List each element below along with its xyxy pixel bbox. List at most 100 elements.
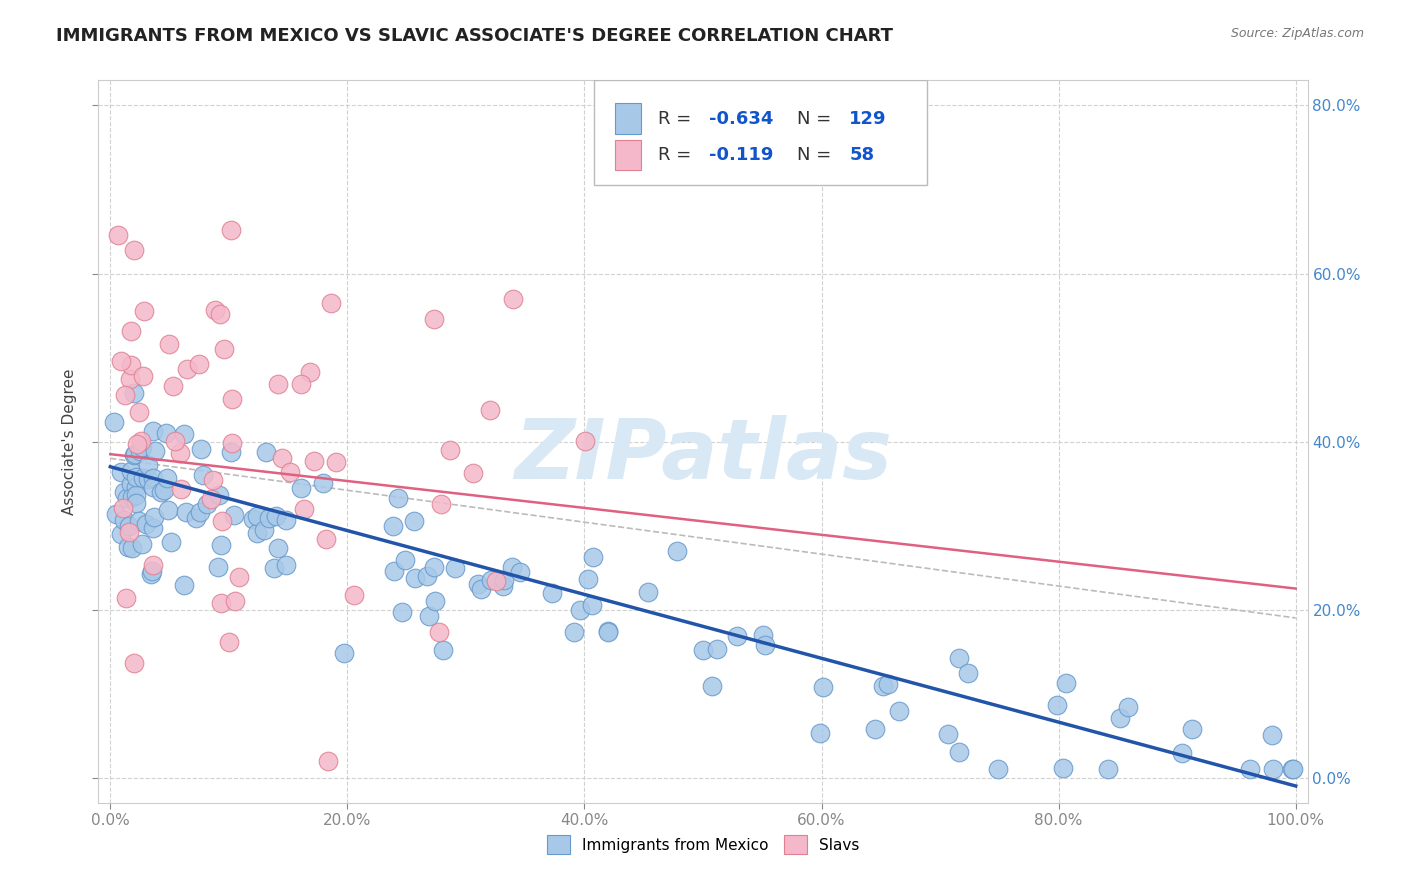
- Point: [492, 579, 515, 593]
- Point: [1097, 762, 1119, 776]
- Point: [427, 624, 450, 639]
- Point: [222, 508, 245, 523]
- Point: [302, 454, 325, 468]
- Point: [1046, 698, 1069, 712]
- Point: [112, 485, 135, 500]
- Point: [125, 488, 148, 502]
- Point: [444, 561, 467, 575]
- Point: [700, 679, 723, 693]
- Point: [319, 296, 342, 310]
- Point: [208, 307, 231, 321]
- Point: [118, 518, 141, 533]
- Point: [692, 642, 714, 657]
- Point: [423, 312, 446, 326]
- Point: [267, 541, 290, 556]
- Point: [125, 496, 148, 510]
- Point: [155, 425, 177, 440]
- Point: [430, 497, 453, 511]
- Point: [142, 521, 165, 535]
- Point: [112, 501, 135, 516]
- Point: [263, 561, 285, 575]
- Point: [141, 564, 163, 578]
- Point: [139, 566, 162, 581]
- Point: [439, 443, 461, 458]
- FancyBboxPatch shape: [614, 139, 641, 169]
- Point: [581, 598, 603, 612]
- Point: [1054, 675, 1077, 690]
- Text: R =: R =: [658, 145, 697, 164]
- Point: [501, 560, 523, 574]
- Point: [936, 727, 959, 741]
- Point: [956, 666, 979, 681]
- Point: [509, 566, 531, 580]
- Point: [470, 582, 492, 597]
- Point: [122, 448, 145, 462]
- Point: [211, 514, 233, 528]
- Point: [228, 569, 250, 583]
- Point: [665, 544, 688, 558]
- Point: [104, 507, 127, 521]
- Point: [877, 677, 900, 691]
- Point: [176, 362, 198, 376]
- Point: [257, 511, 280, 525]
- Point: [125, 469, 148, 483]
- Point: [160, 535, 183, 549]
- Point: [170, 482, 193, 496]
- Point: [343, 588, 366, 602]
- Point: [221, 392, 243, 407]
- Point: [136, 472, 159, 486]
- Point: [128, 514, 150, 528]
- Point: [169, 446, 191, 460]
- Point: [112, 513, 135, 527]
- Point: [1181, 723, 1204, 737]
- Text: ZIPatlas: ZIPatlas: [515, 416, 891, 497]
- Point: [1171, 746, 1194, 760]
- Point: [143, 443, 166, 458]
- Text: R =: R =: [658, 110, 697, 128]
- Point: [479, 573, 502, 587]
- Point: [582, 549, 605, 564]
- Point: [290, 376, 312, 391]
- Point: [110, 353, 132, 368]
- Point: [120, 372, 142, 386]
- Point: [224, 594, 246, 608]
- Point: [569, 603, 592, 617]
- Point: [274, 558, 297, 573]
- Point: [1263, 762, 1285, 776]
- Point: [562, 624, 585, 639]
- Point: [191, 468, 214, 483]
- Point: [157, 337, 180, 351]
- Point: [242, 511, 264, 525]
- Point: [132, 368, 155, 383]
- Point: [124, 446, 146, 460]
- Point: [315, 532, 337, 546]
- Point: [173, 426, 195, 441]
- Point: [114, 388, 136, 402]
- Point: [110, 465, 132, 479]
- Point: [131, 537, 153, 551]
- Point: [333, 646, 356, 660]
- Point: [218, 635, 240, 649]
- Point: [201, 473, 224, 487]
- Point: [219, 223, 242, 237]
- Point: [115, 491, 138, 505]
- Point: [134, 304, 156, 318]
- Point: [1108, 710, 1130, 724]
- Text: -0.634: -0.634: [709, 110, 773, 128]
- Point: [811, 680, 834, 694]
- Point: [124, 243, 146, 257]
- Point: [637, 584, 659, 599]
- Point: [467, 576, 489, 591]
- Point: [142, 424, 165, 438]
- Point: [120, 464, 142, 478]
- Point: [124, 480, 146, 494]
- Point: [254, 445, 277, 459]
- Point: [318, 754, 340, 768]
- Point: [117, 540, 139, 554]
- Point: [325, 455, 347, 469]
- Point: [188, 504, 211, 518]
- Point: [157, 503, 180, 517]
- Text: Source: ZipAtlas.com: Source: ZipAtlas.com: [1230, 27, 1364, 40]
- Point: [266, 376, 288, 391]
- Point: [423, 594, 446, 608]
